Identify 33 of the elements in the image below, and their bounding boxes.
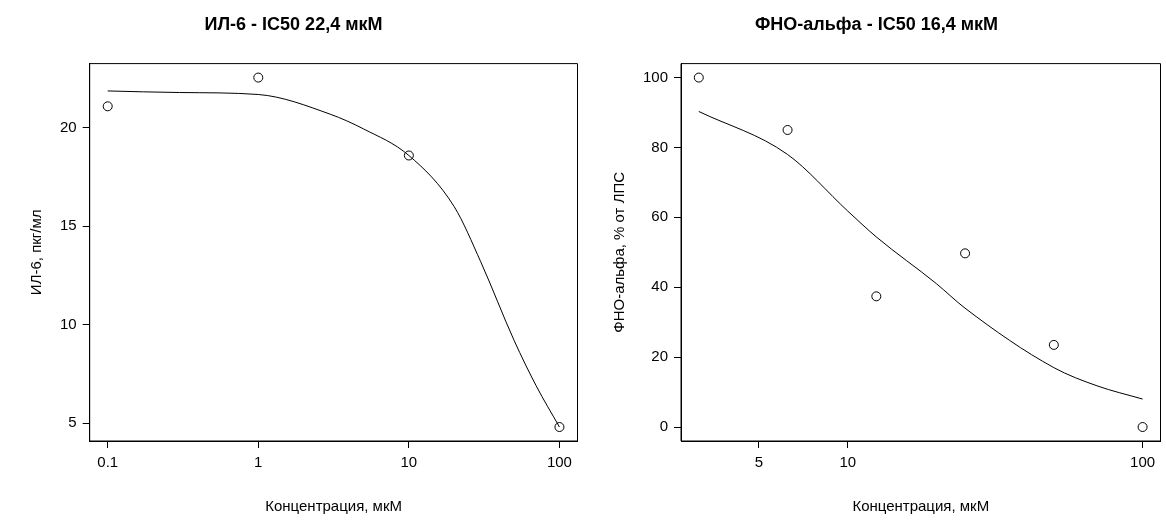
point [554, 422, 565, 433]
y-axis-title: ФНО-альфа, % от ЛПС [610, 171, 628, 333]
point [1137, 422, 1148, 433]
y-tick-label: 40 [651, 277, 669, 295]
chart-title: ИЛ-6 - IC50 22,4 мкМ [204, 13, 383, 34]
y-tick-label: 100 [643, 67, 669, 85]
x-tick-label: 0.1 [97, 453, 119, 471]
point [102, 101, 113, 112]
y-tick-label: 10 [60, 314, 77, 332]
point [253, 72, 264, 83]
x-axis-title: Концентрация, мкМ [852, 497, 990, 515]
y-tick-label: 80 [651, 137, 669, 155]
y-axis-title: ИЛ-6, пкг/мл [27, 209, 45, 296]
y-tick-label: 0 [659, 417, 669, 435]
y-tick-label: 5 [68, 413, 77, 431]
x-tick-label: 100 [546, 453, 572, 471]
x-tick-label: 10 [839, 453, 857, 471]
point [782, 124, 793, 135]
y-tick-label: 60 [651, 207, 669, 225]
x-tick-label: 1 [254, 453, 263, 471]
y-tick-label: 20 [60, 118, 77, 136]
y-tick-label: 15 [60, 216, 77, 234]
y-tick-label: 20 [651, 347, 669, 365]
point [1048, 339, 1059, 350]
x-tick-label: 10 [400, 453, 418, 471]
chart-title: ФНО-альфа - IC50 16,4 мкМ [755, 13, 998, 34]
x-tick-label: 5 [754, 453, 764, 471]
point [403, 150, 414, 161]
point [960, 248, 971, 259]
x-axis-title: Концентрация, мкМ [265, 497, 402, 515]
point [871, 291, 882, 302]
point [693, 72, 704, 83]
x-tick-label: 100 [1130, 453, 1156, 471]
